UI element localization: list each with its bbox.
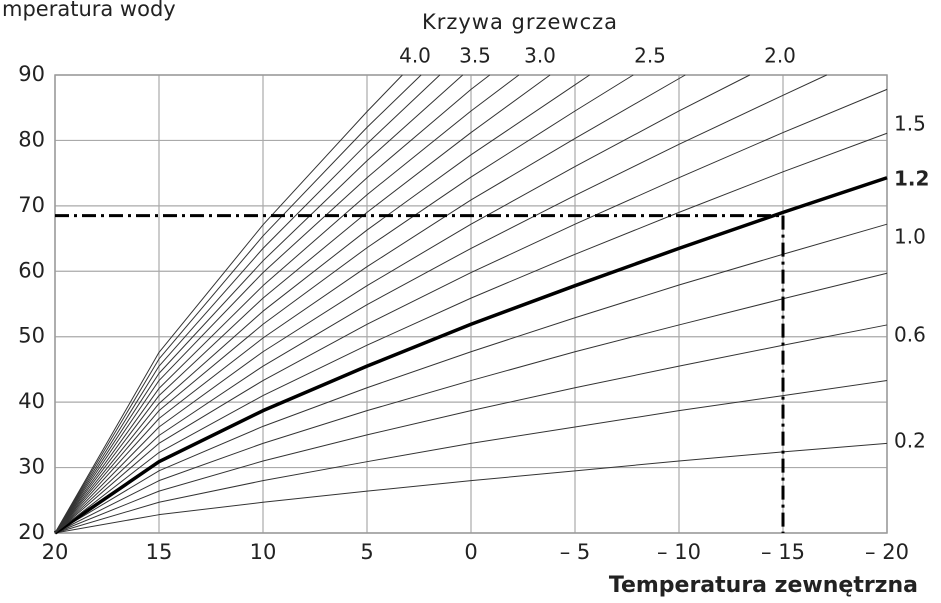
x-tick-label: 0: [464, 540, 477, 564]
curve-label: 0.6: [894, 323, 926, 347]
curve-label: 0.2: [894, 429, 926, 453]
curve-label: 4.0: [399, 44, 431, 68]
curve-label: 1.5: [894, 112, 926, 136]
heating-curve: [54, 74, 403, 534]
y-tick-label: 30: [18, 455, 45, 479]
heating-curve: [54, 74, 441, 534]
x-tick-label: – 10: [657, 540, 701, 564]
heating-curve: [54, 380, 888, 534]
plot-frame: [54, 74, 888, 534]
heating-curve: [54, 272, 888, 534]
curve-label: 1.0: [894, 225, 926, 249]
y-tick-label: 20: [18, 520, 45, 544]
heating-curve: [54, 223, 888, 534]
y-tick-label: 70: [18, 193, 45, 217]
x-tick-label: 20: [42, 540, 69, 564]
curve-label: 3.5: [459, 44, 491, 68]
heating-curve: [54, 442, 888, 534]
y-tick-label: 60: [18, 258, 45, 282]
curve-label: 2.0: [764, 44, 796, 68]
y-tick-label: 80: [18, 127, 45, 151]
heating-curve: [54, 74, 590, 534]
heating-curve: [54, 74, 686, 534]
y-axis-label: mperatura wody: [2, 0, 176, 21]
heating-curve: [54, 74, 634, 534]
heating-curve: [54, 324, 888, 534]
x-tick-label: – 5: [560, 540, 591, 564]
heating-curve: [54, 74, 422, 534]
heating-curve: [54, 74, 750, 534]
x-axis-label: Temperatura zewnętrzna: [609, 573, 918, 598]
x-tick-label: 10: [250, 540, 277, 564]
heating-curve: [54, 132, 888, 534]
chart-title: Krzywa grzewcza: [422, 10, 618, 34]
y-tick-label: 90: [18, 62, 45, 86]
curve-label: 2.5: [634, 44, 666, 68]
x-tick-label: – 15: [761, 540, 805, 564]
heating-curve: [54, 74, 491, 534]
heating-curve: [54, 74, 520, 534]
x-tick-label: 15: [146, 540, 173, 564]
x-tick-label: – 20: [865, 540, 909, 564]
heating-curve: [54, 176, 888, 535]
heating-curve: [54, 74, 551, 534]
heating-curve: [54, 88, 888, 534]
curve-label: 1.2: [894, 167, 929, 191]
heating-curve: [54, 74, 464, 534]
heating-curve: [54, 74, 827, 534]
y-tick-label: 40: [18, 389, 45, 413]
curve-label: 3.0: [524, 44, 556, 68]
x-tick-label: 5: [360, 540, 373, 564]
y-tick-label: 50: [18, 324, 45, 348]
